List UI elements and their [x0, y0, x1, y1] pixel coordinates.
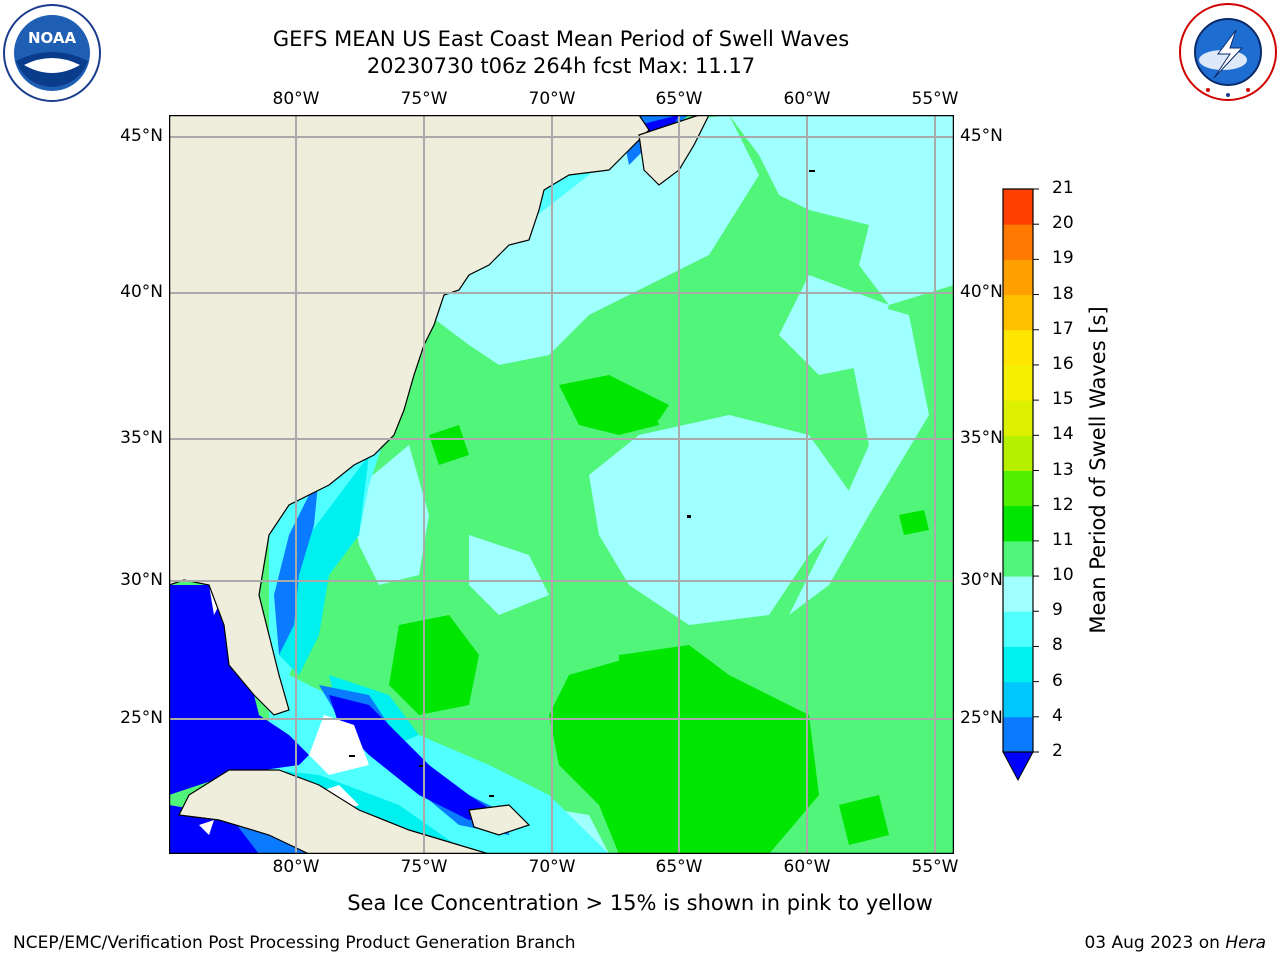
colorbar-segment: [1003, 681, 1033, 718]
colorbar-segment: [1003, 505, 1033, 542]
colorbar-tick-label: 6: [1052, 670, 1063, 691]
colorbar-segment: [1003, 329, 1033, 366]
colorbar-tick-label: 13: [1052, 459, 1074, 480]
colorbar-tick-label: 9: [1052, 600, 1063, 621]
map-panel: [169, 115, 954, 854]
lat-label-right: 40°N: [960, 282, 1003, 302]
lon-label-top: 75°W: [400, 89, 448, 109]
colorbar-tick-label: 11: [1052, 529, 1074, 550]
lon-label-top: 60°W: [783, 89, 831, 109]
credit-organization: NCEP/EMC/Verification Post Processing Pr…: [13, 933, 576, 953]
colorbar-tick-label: 10: [1052, 565, 1074, 586]
lon-label-bottom: 55°W: [911, 857, 959, 877]
lon-label-bottom: 65°W: [655, 857, 703, 877]
colorbar-tick-label: 2: [1052, 741, 1063, 761]
colorbar-tick-label: 19: [1052, 248, 1074, 269]
map-subtitle: 20230730 t06z 264h fcst Max: 11.17: [366, 54, 756, 78]
colorbar-tick-label: 16: [1052, 353, 1074, 374]
colorbar-tick-label: 8: [1052, 635, 1063, 656]
colorbar-label: Mean Period of Swell Waves [s]: [1086, 306, 1110, 634]
map-title: GEFS MEAN US East Coast Mean Period of S…: [272, 27, 850, 51]
lat-label-left: 45°N: [120, 126, 163, 146]
colorbar-tick-label: 17: [1052, 318, 1074, 339]
colorbar-extend-triangle: [1002, 751, 1034, 782]
credit-date: 03 Aug 2023 on Hera: [1084, 933, 1266, 953]
lon-label-top: 55°W: [911, 89, 959, 109]
colorbar-segment: [1003, 470, 1033, 507]
colorbar-segments: [1003, 188, 1039, 753]
colorbar-tick-label: 15: [1052, 389, 1074, 410]
colorbar-segment: [1003, 224, 1033, 260]
lat-label-right: 30°N: [960, 570, 1003, 590]
colorbar-tick-label: 14: [1052, 424, 1074, 445]
island-marks: [349, 170, 815, 797]
lon-label-top: 70°W: [528, 89, 576, 109]
lat-label-left: 25°N: [120, 708, 163, 728]
lat-label-left: 40°N: [120, 282, 163, 302]
map-frame: [169, 115, 954, 854]
credit-host: Hera: [1225, 933, 1266, 953]
colorbar-segment: [1003, 294, 1033, 331]
colorbar-segment: [1003, 540, 1033, 577]
colorbar-segment: [1003, 400, 1033, 436]
colorbar-tick-label: 12: [1052, 494, 1074, 515]
colorbar-segment: [1003, 259, 1033, 296]
lat-label-left: 35°N: [120, 428, 163, 448]
nws-logo: [1179, 3, 1277, 101]
colorbar-segment: [1003, 716, 1033, 753]
colorbar-tick-label: 4: [1052, 705, 1063, 726]
colorbar-tick-label: 20: [1052, 213, 1074, 234]
colorbar-segment: [1003, 611, 1033, 647]
credit-date-text: 03 Aug 2023 on: [1084, 933, 1220, 953]
lat-label-left: 30°N: [120, 570, 163, 590]
lon-label-top: 80°W: [272, 89, 320, 109]
lon-label-bottom: 80°W: [272, 857, 320, 877]
lon-label-bottom: 75°W: [400, 857, 448, 877]
land-masses: [169, 115, 710, 854]
swell-field-10-11: [389, 375, 929, 854]
colorbar-segment: [1003, 364, 1033, 401]
lon-label-top: 65°W: [655, 89, 703, 109]
lat-label-right: 35°N: [960, 428, 1003, 448]
colorbar-frame: [1002, 188, 1034, 753]
colorbar-tick-label: 18: [1052, 283, 1074, 304]
sea-ice-note-text: Sea Ice Concentration > 15% is shown in …: [347, 891, 933, 915]
lat-label-right: 45°N: [960, 126, 1003, 146]
colorbar-tick-label: 21: [1052, 178, 1074, 198]
graticule: [169, 115, 954, 854]
noaa-logo-text: NOAA: [28, 29, 77, 47]
sea-ice-note: Sea Ice Concentration > 15% is shown in …: [0, 891, 1280, 915]
noaa-logo: NOAA: [3, 4, 101, 102]
swell-field-below-2: [169, 115, 679, 854]
colorbar: [1002, 188, 1039, 782]
colorbar-segment: [1003, 576, 1033, 612]
colorbar-segment: [1003, 435, 1033, 471]
lon-label-bottom: 60°W: [783, 857, 831, 877]
lon-label-bottom: 70°W: [528, 857, 576, 877]
colorbar-segment: [1003, 646, 1033, 683]
colorbar-segment: [1003, 189, 1033, 225]
lat-label-right: 25°N: [960, 708, 1003, 728]
